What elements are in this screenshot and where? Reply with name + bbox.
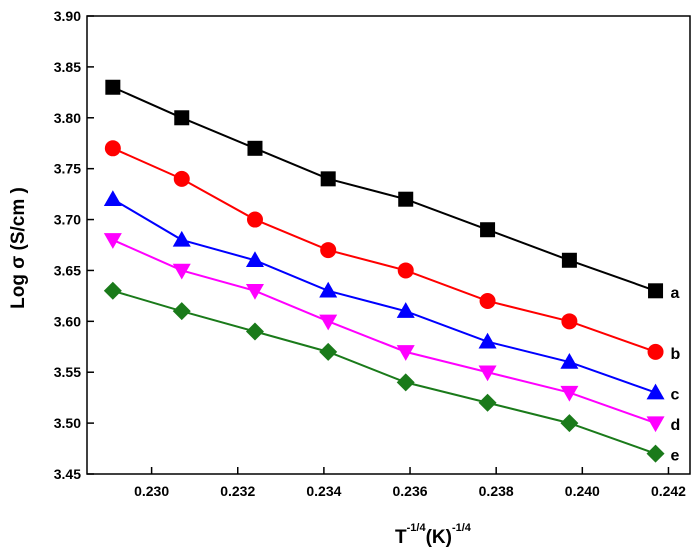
x-axis-title: T-1/4(K)-1/4 — [395, 522, 472, 548]
series-c-line — [112, 198, 656, 394]
series-b: b — [104, 140, 681, 363]
x-axis-title-unit: (K) — [426, 527, 452, 548]
y-tick-label: 3.90 — [54, 8, 81, 24]
series-d-label: d — [671, 417, 681, 434]
series-c: c — [103, 190, 680, 404]
y-tick-label: 3.45 — [54, 466, 81, 482]
series-d-point — [319, 314, 338, 331]
series-b-point — [647, 343, 664, 360]
series-a-point — [561, 252, 577, 268]
series-b-point — [561, 313, 578, 330]
x-axis-title-base-exponent: -1/4 — [407, 522, 427, 534]
y-axis-title: Log σ (S/cm ) — [8, 187, 29, 309]
series-d: d — [103, 233, 681, 434]
series-a-line — [112, 86, 656, 292]
series-a-point — [648, 283, 664, 299]
x-tick-label: 0.240 — [565, 483, 600, 499]
series-d-point — [245, 284, 264, 300]
y-tick-label: 3.75 — [54, 161, 81, 177]
series-b-point — [320, 242, 337, 259]
x-tick-label: 0.238 — [479, 483, 514, 499]
series-d-point — [646, 416, 665, 433]
y-tick-label: 3.80 — [54, 110, 81, 126]
axis-ticks: 0.230 0.232 0.234 0.236 0.238 0.240 0.242 3.45 3… — [54, 8, 686, 499]
series-b-label: b — [671, 346, 681, 363]
x-tick-label: 0.232 — [220, 483, 255, 499]
series-e-point — [560, 414, 579, 433]
series-a: a — [105, 79, 680, 302]
series-d-line — [112, 238, 656, 425]
series-e-point — [172, 302, 191, 321]
series-e-point — [245, 322, 264, 341]
series-c-label: c — [671, 387, 680, 404]
series-e-point — [646, 444, 665, 463]
series-e-point — [478, 393, 497, 412]
series-e-label: e — [671, 448, 680, 465]
y-tick-label: 3.85 — [54, 59, 81, 75]
x-tick-label: 0.242 — [651, 483, 686, 499]
y-tick-label: 3.50 — [54, 415, 81, 431]
series-b-point — [479, 292, 496, 309]
x-axis-title-unit-exponent: -1/4 — [452, 522, 472, 534]
series-b-point — [246, 211, 263, 228]
series-c-point — [319, 281, 338, 298]
y-tick-label: 3.55 — [54, 364, 81, 380]
x-tick-label: 0.230 — [134, 483, 169, 499]
series-b-point — [104, 140, 121, 157]
series-c-point — [245, 251, 264, 268]
series-d-point — [396, 345, 415, 361]
series-d-point — [560, 385, 579, 402]
y-tick-label: 3.70 — [54, 212, 81, 228]
x-tick-label: 0.236 — [393, 483, 428, 499]
series-c-point — [560, 353, 579, 369]
series-a-point — [480, 222, 496, 238]
series-a-point — [398, 191, 414, 207]
series-c-point — [103, 190, 122, 206]
series-c-point — [478, 332, 497, 349]
series-a-point — [247, 140, 263, 156]
x-axis-title-base: T — [395, 527, 407, 548]
series-d-point — [172, 263, 191, 280]
x-tick-label: 0.234 — [306, 483, 341, 499]
series-a-point — [174, 110, 190, 126]
series-b-line — [112, 147, 656, 353]
series-b-point — [173, 170, 190, 187]
plot-frame — [86, 15, 691, 475]
y-tick-label: 3.60 — [54, 313, 81, 329]
series-c-point — [172, 230, 191, 247]
series-e: e — [103, 281, 680, 465]
series-b-point — [397, 262, 414, 279]
y-tick-label: 3.65 — [54, 262, 81, 278]
series-e-point — [396, 373, 415, 392]
series-c-point — [646, 383, 665, 400]
series-c-point — [396, 302, 415, 318]
series-d-point — [478, 365, 497, 382]
series-e-point — [103, 281, 122, 300]
series-a-label: a — [671, 285, 680, 302]
series-a-point — [105, 79, 121, 95]
series-a-point — [320, 171, 336, 187]
plot-marks: a b cde — [103, 79, 681, 465]
series-e-point — [319, 342, 338, 361]
series-d-point — [103, 233, 122, 249]
series-e-line — [112, 289, 656, 455]
